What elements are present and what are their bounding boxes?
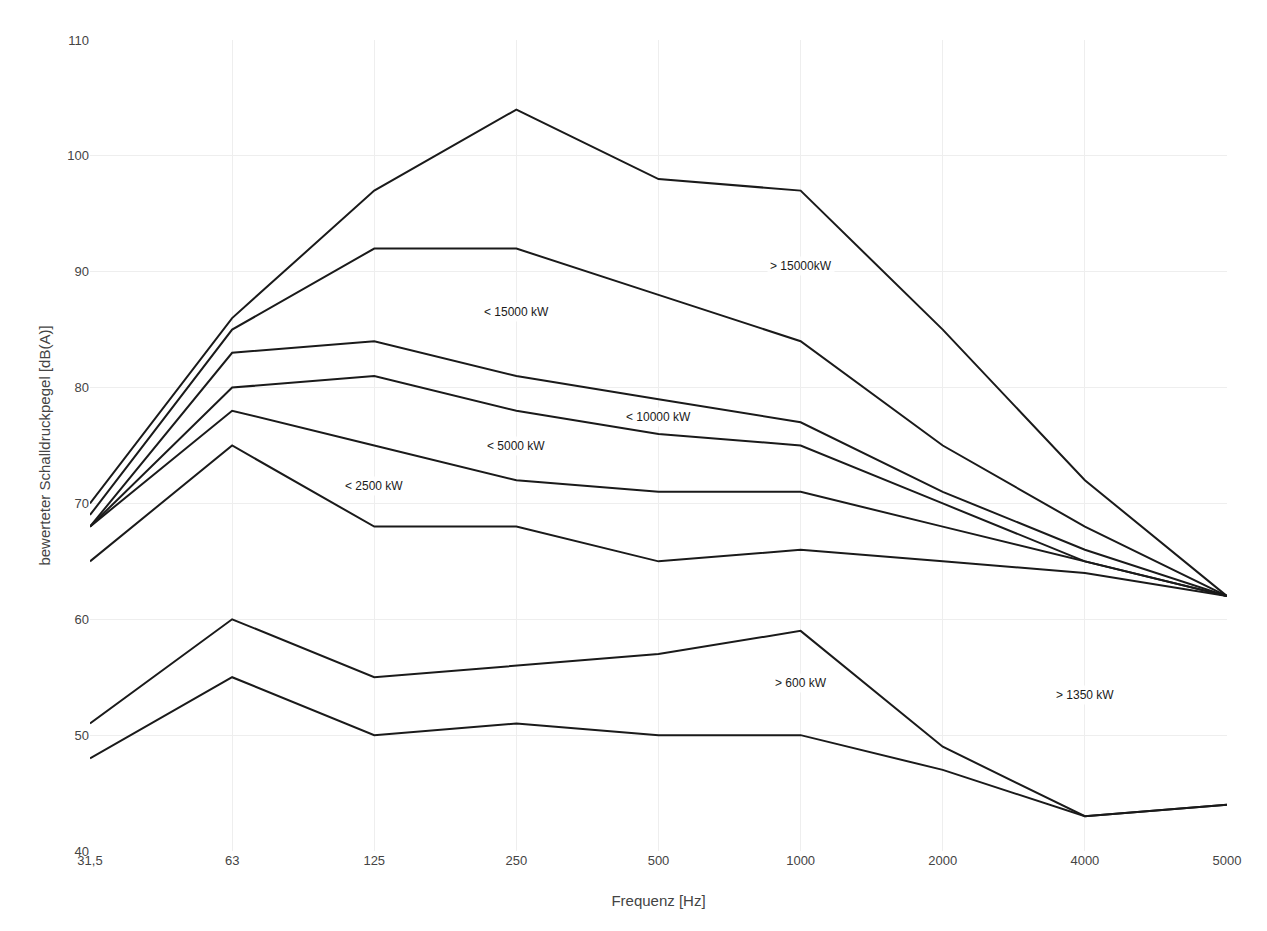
svg-text:250: 250 xyxy=(506,853,528,868)
svg-text:100: 100 xyxy=(67,148,89,163)
svg-text:< 2500 kW: < 2500 kW xyxy=(345,479,403,493)
svg-text:40: 40 xyxy=(75,844,89,859)
svg-text:60: 60 xyxy=(75,612,89,627)
svg-text:> 15000kW: > 15000kW xyxy=(770,259,832,273)
svg-text:< 10000 kW: < 10000 kW xyxy=(626,410,691,424)
svg-text:4000: 4000 xyxy=(1070,853,1099,868)
svg-text:31,5: 31,5 xyxy=(77,853,102,868)
svg-text:80: 80 xyxy=(75,380,89,395)
svg-text:110: 110 xyxy=(68,33,89,48)
svg-text:63: 63 xyxy=(225,853,239,868)
svg-text:> 1350 kW: > 1350 kW xyxy=(1056,688,1114,702)
svg-text:70: 70 xyxy=(75,496,89,511)
svg-text:1000: 1000 xyxy=(786,853,815,868)
svg-text:5000: 5000 xyxy=(1213,853,1242,868)
svg-text:90: 90 xyxy=(75,264,89,279)
svg-text:< 15000 kW: < 15000 kW xyxy=(484,305,549,319)
svg-text:50: 50 xyxy=(75,728,89,743)
svg-text:125: 125 xyxy=(363,853,385,868)
svg-text:500: 500 xyxy=(648,853,670,868)
svg-text:bewerteter Schalldruckpegel [d: bewerteter Schalldruckpegel [dB(A)] xyxy=(36,325,53,565)
svg-text:Frequenz [Hz]: Frequenz [Hz] xyxy=(611,892,705,909)
svg-text:> 600 kW: > 600 kW xyxy=(775,676,827,690)
svg-text:< 5000 kW: < 5000 kW xyxy=(487,439,545,453)
svg-text:2000: 2000 xyxy=(928,853,957,868)
